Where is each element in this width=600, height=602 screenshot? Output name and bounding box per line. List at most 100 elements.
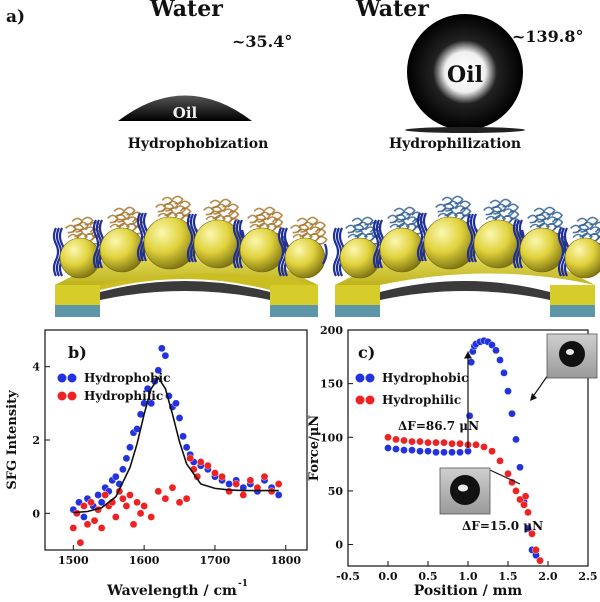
left-liquid-label: Water xyxy=(149,0,223,22)
y-tick-label: 0 xyxy=(335,539,343,552)
hydrophilic-point xyxy=(536,556,544,565)
inset-arrow xyxy=(531,374,549,399)
protein-strand xyxy=(126,216,139,225)
left-caption: Hydrophobization xyxy=(128,136,269,152)
hydrophobic-point xyxy=(112,472,120,481)
annotation-delta-f-2: ΔF=15.0 μN xyxy=(462,519,543,533)
hydrophobic-point xyxy=(500,369,508,377)
y-tick-label: 200 xyxy=(320,324,343,337)
y-tick-label: 100 xyxy=(320,431,343,444)
inset-arrow xyxy=(489,469,521,485)
hydrophilic-point xyxy=(260,472,269,481)
hydrophobic-point xyxy=(488,341,496,349)
hydrophilic-point xyxy=(112,513,120,521)
hydrophilic-point xyxy=(182,494,191,503)
polymer-chain xyxy=(322,243,328,265)
protein-strand xyxy=(259,211,271,221)
protein-strand xyxy=(302,221,314,231)
hydrophilic-point xyxy=(456,439,464,448)
protein-strand xyxy=(539,211,551,221)
legend-marker xyxy=(355,373,365,383)
hydrophilic-point xyxy=(392,435,400,444)
y-tick-label: 50 xyxy=(328,485,344,498)
hydrophilic-point xyxy=(384,433,392,442)
legend-marker xyxy=(355,395,365,405)
hydrophobic-point xyxy=(512,435,520,444)
x-tick-label: 2.5 xyxy=(578,570,597,583)
x-tick-label: 1500 xyxy=(58,554,89,567)
hydrophobic-point xyxy=(94,491,102,499)
y-tick-label: 150 xyxy=(320,378,343,391)
y-axis-label: Force/μN xyxy=(307,415,322,481)
polymer-chain xyxy=(232,219,240,269)
polymer-chain xyxy=(416,212,424,262)
protein-strand xyxy=(203,206,215,216)
legend-marker xyxy=(67,373,77,383)
hydrophilic-point xyxy=(133,498,141,507)
hydrophobic-point xyxy=(424,447,432,456)
protein-strand xyxy=(209,210,222,220)
hydrophobic-point xyxy=(416,447,424,456)
protein-strand xyxy=(454,205,467,214)
nanoparticle-sphere xyxy=(239,227,285,273)
left-contact-angle: ~35.4° xyxy=(232,32,292,51)
protein-strand xyxy=(162,202,175,212)
polymer-chain xyxy=(512,219,520,269)
hydrophobic-point xyxy=(467,358,476,366)
protein-strand xyxy=(489,210,502,220)
hydrophobic-point xyxy=(126,443,134,452)
left-drop-label: Oil xyxy=(173,104,198,122)
x-axis-label-sup: -1 xyxy=(238,579,248,589)
x-tick-label: 1.0 xyxy=(458,570,477,583)
hydrophilic-point xyxy=(532,546,540,554)
hydrophilic-point xyxy=(154,487,163,496)
protein-strand xyxy=(119,211,131,221)
hydrophilic-point xyxy=(175,498,184,507)
fit-curve xyxy=(73,376,279,514)
protein-strand xyxy=(594,228,600,238)
hydrophobic-point xyxy=(440,448,448,457)
hydrophilic-point xyxy=(440,438,448,447)
protein-strand xyxy=(174,205,187,214)
right-nanoparticles xyxy=(332,195,600,279)
hydrophilic-point xyxy=(521,492,530,501)
hydrophilic-point xyxy=(186,454,194,463)
hydrophobic-point xyxy=(516,463,524,472)
hydrophobic-point xyxy=(408,446,416,454)
x-tick-label: -0.5 xyxy=(336,570,360,583)
inset-droplet-bottom xyxy=(439,467,491,515)
protein-strand xyxy=(107,214,119,224)
polymer-chain xyxy=(92,219,100,269)
hydrophilic-point xyxy=(140,502,148,510)
hydrophilic-point xyxy=(87,498,95,507)
hydrophobic-point xyxy=(119,465,127,474)
protein-strand xyxy=(447,200,459,210)
hydrophobic-point xyxy=(392,445,400,453)
hydrophilic-point xyxy=(101,491,109,499)
hydrophobic-point xyxy=(448,448,456,457)
hydrophobic-point xyxy=(225,480,233,488)
legend-marker xyxy=(67,391,77,401)
x-tick-label: 2.0 xyxy=(538,570,557,583)
panel-c-label: c) xyxy=(358,343,375,362)
hydrophilic-point xyxy=(232,480,240,488)
polymer-chain xyxy=(557,227,565,277)
protein-strand xyxy=(72,223,85,233)
hydrophobic-point xyxy=(384,444,392,452)
hydrophilic-point xyxy=(126,491,134,499)
protein-strand xyxy=(222,208,235,217)
protein-strand xyxy=(459,200,472,210)
protein-strand xyxy=(290,224,302,234)
protein-strand xyxy=(534,213,547,223)
hydrophilic-point xyxy=(218,472,226,481)
polymer-chain xyxy=(372,219,380,269)
delta-arrow-head xyxy=(464,351,472,359)
legend-label: Hydrophobic xyxy=(382,371,468,385)
hydrophilic-point xyxy=(472,440,480,449)
hydrophilic-point xyxy=(204,461,212,470)
protein-strand xyxy=(297,223,310,233)
x-tick-label: 1600 xyxy=(129,554,160,567)
protein-strand xyxy=(351,228,364,238)
annotation-delta-f-1: ΔF=86.7 μN xyxy=(398,419,479,433)
